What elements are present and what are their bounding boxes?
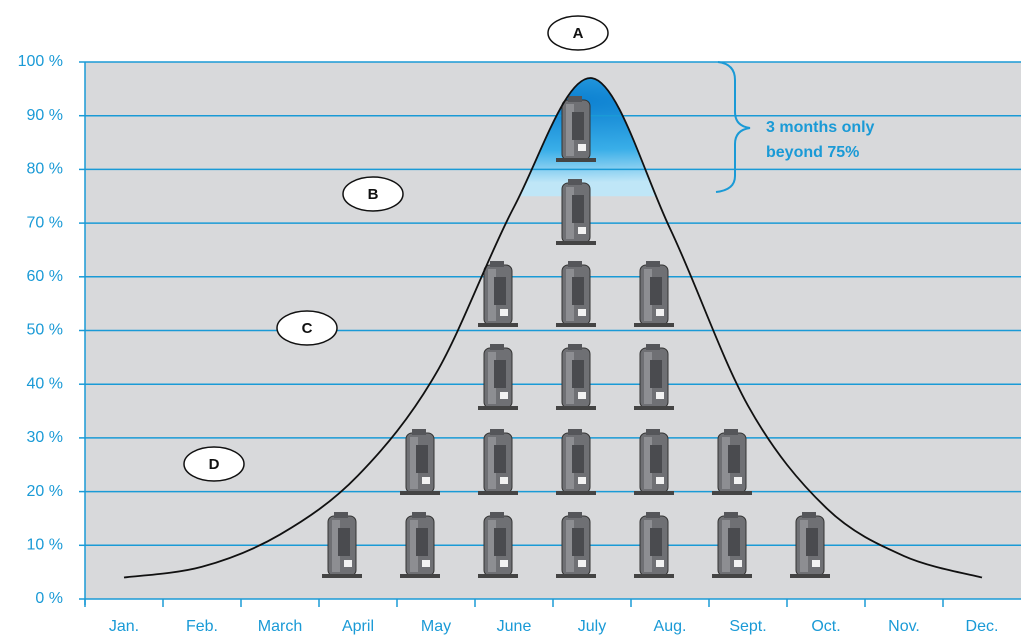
- x-tick-label: July: [578, 618, 606, 635]
- y-tick-label: 90 %: [27, 107, 63, 124]
- x-tick-label: Dec.: [966, 618, 999, 635]
- compressor: [477, 428, 519, 496]
- compressor: [399, 428, 441, 496]
- y-tick-label: 60 %: [27, 268, 63, 285]
- y-tick-label: 10 %: [27, 537, 63, 554]
- compressor: [711, 511, 753, 579]
- y-tick-label: 40 %: [27, 375, 63, 392]
- compressor: [321, 511, 363, 579]
- annotation-label: A: [573, 25, 584, 42]
- y-tick-label: 0 %: [35, 590, 63, 607]
- note-line: 3 months only: [766, 119, 875, 136]
- x-tick-label: Jan.: [109, 618, 139, 635]
- y-tick-label: 50 %: [27, 322, 63, 339]
- x-tick-label: Aug.: [654, 618, 687, 635]
- note-line: beyond 75%: [766, 144, 859, 161]
- x-tick-label: June: [497, 618, 532, 635]
- compressor: [555, 511, 597, 579]
- annotation-label: D: [209, 456, 220, 473]
- compressor: [633, 343, 675, 411]
- annotation-circle: [342, 176, 404, 212]
- compressor: [555, 260, 597, 328]
- compressor: [711, 428, 753, 496]
- curve: [123, 77, 983, 579]
- y-tick-label: 70 %: [27, 214, 63, 231]
- y-tick-label: 100 %: [18, 53, 63, 70]
- x-tick-label: Feb.: [186, 618, 218, 635]
- compressor: [633, 511, 675, 579]
- annotation-label: C: [302, 320, 313, 337]
- compressor: [555, 428, 597, 496]
- compressor: [555, 343, 597, 411]
- y-tick-label: 80 %: [27, 161, 63, 178]
- annotation-circle: [276, 310, 338, 346]
- y-tick-label: 30 %: [27, 429, 63, 446]
- x-tick-label: May: [421, 618, 451, 635]
- compressor: [633, 260, 675, 328]
- annotation-circles: A B C D: [183, 15, 609, 482]
- annotation-circle: [183, 446, 245, 482]
- annotation-label: B: [368, 186, 379, 203]
- compressor: [789, 511, 831, 579]
- brace: [715, 61, 751, 193]
- x-tick-label: April: [342, 618, 374, 635]
- compressor: [555, 178, 597, 246]
- compressor: [477, 511, 519, 579]
- compressor: [633, 428, 675, 496]
- compressor: [477, 343, 519, 411]
- y-tick-label: 20 %: [27, 483, 63, 500]
- x-tick-label: March: [258, 618, 302, 635]
- compressor: [399, 511, 441, 579]
- x-tick-label: Sept.: [729, 618, 766, 635]
- x-tick-label: Nov.: [888, 618, 920, 635]
- x-tick-label: Oct.: [811, 618, 840, 635]
- annotation-circle: [547, 15, 609, 51]
